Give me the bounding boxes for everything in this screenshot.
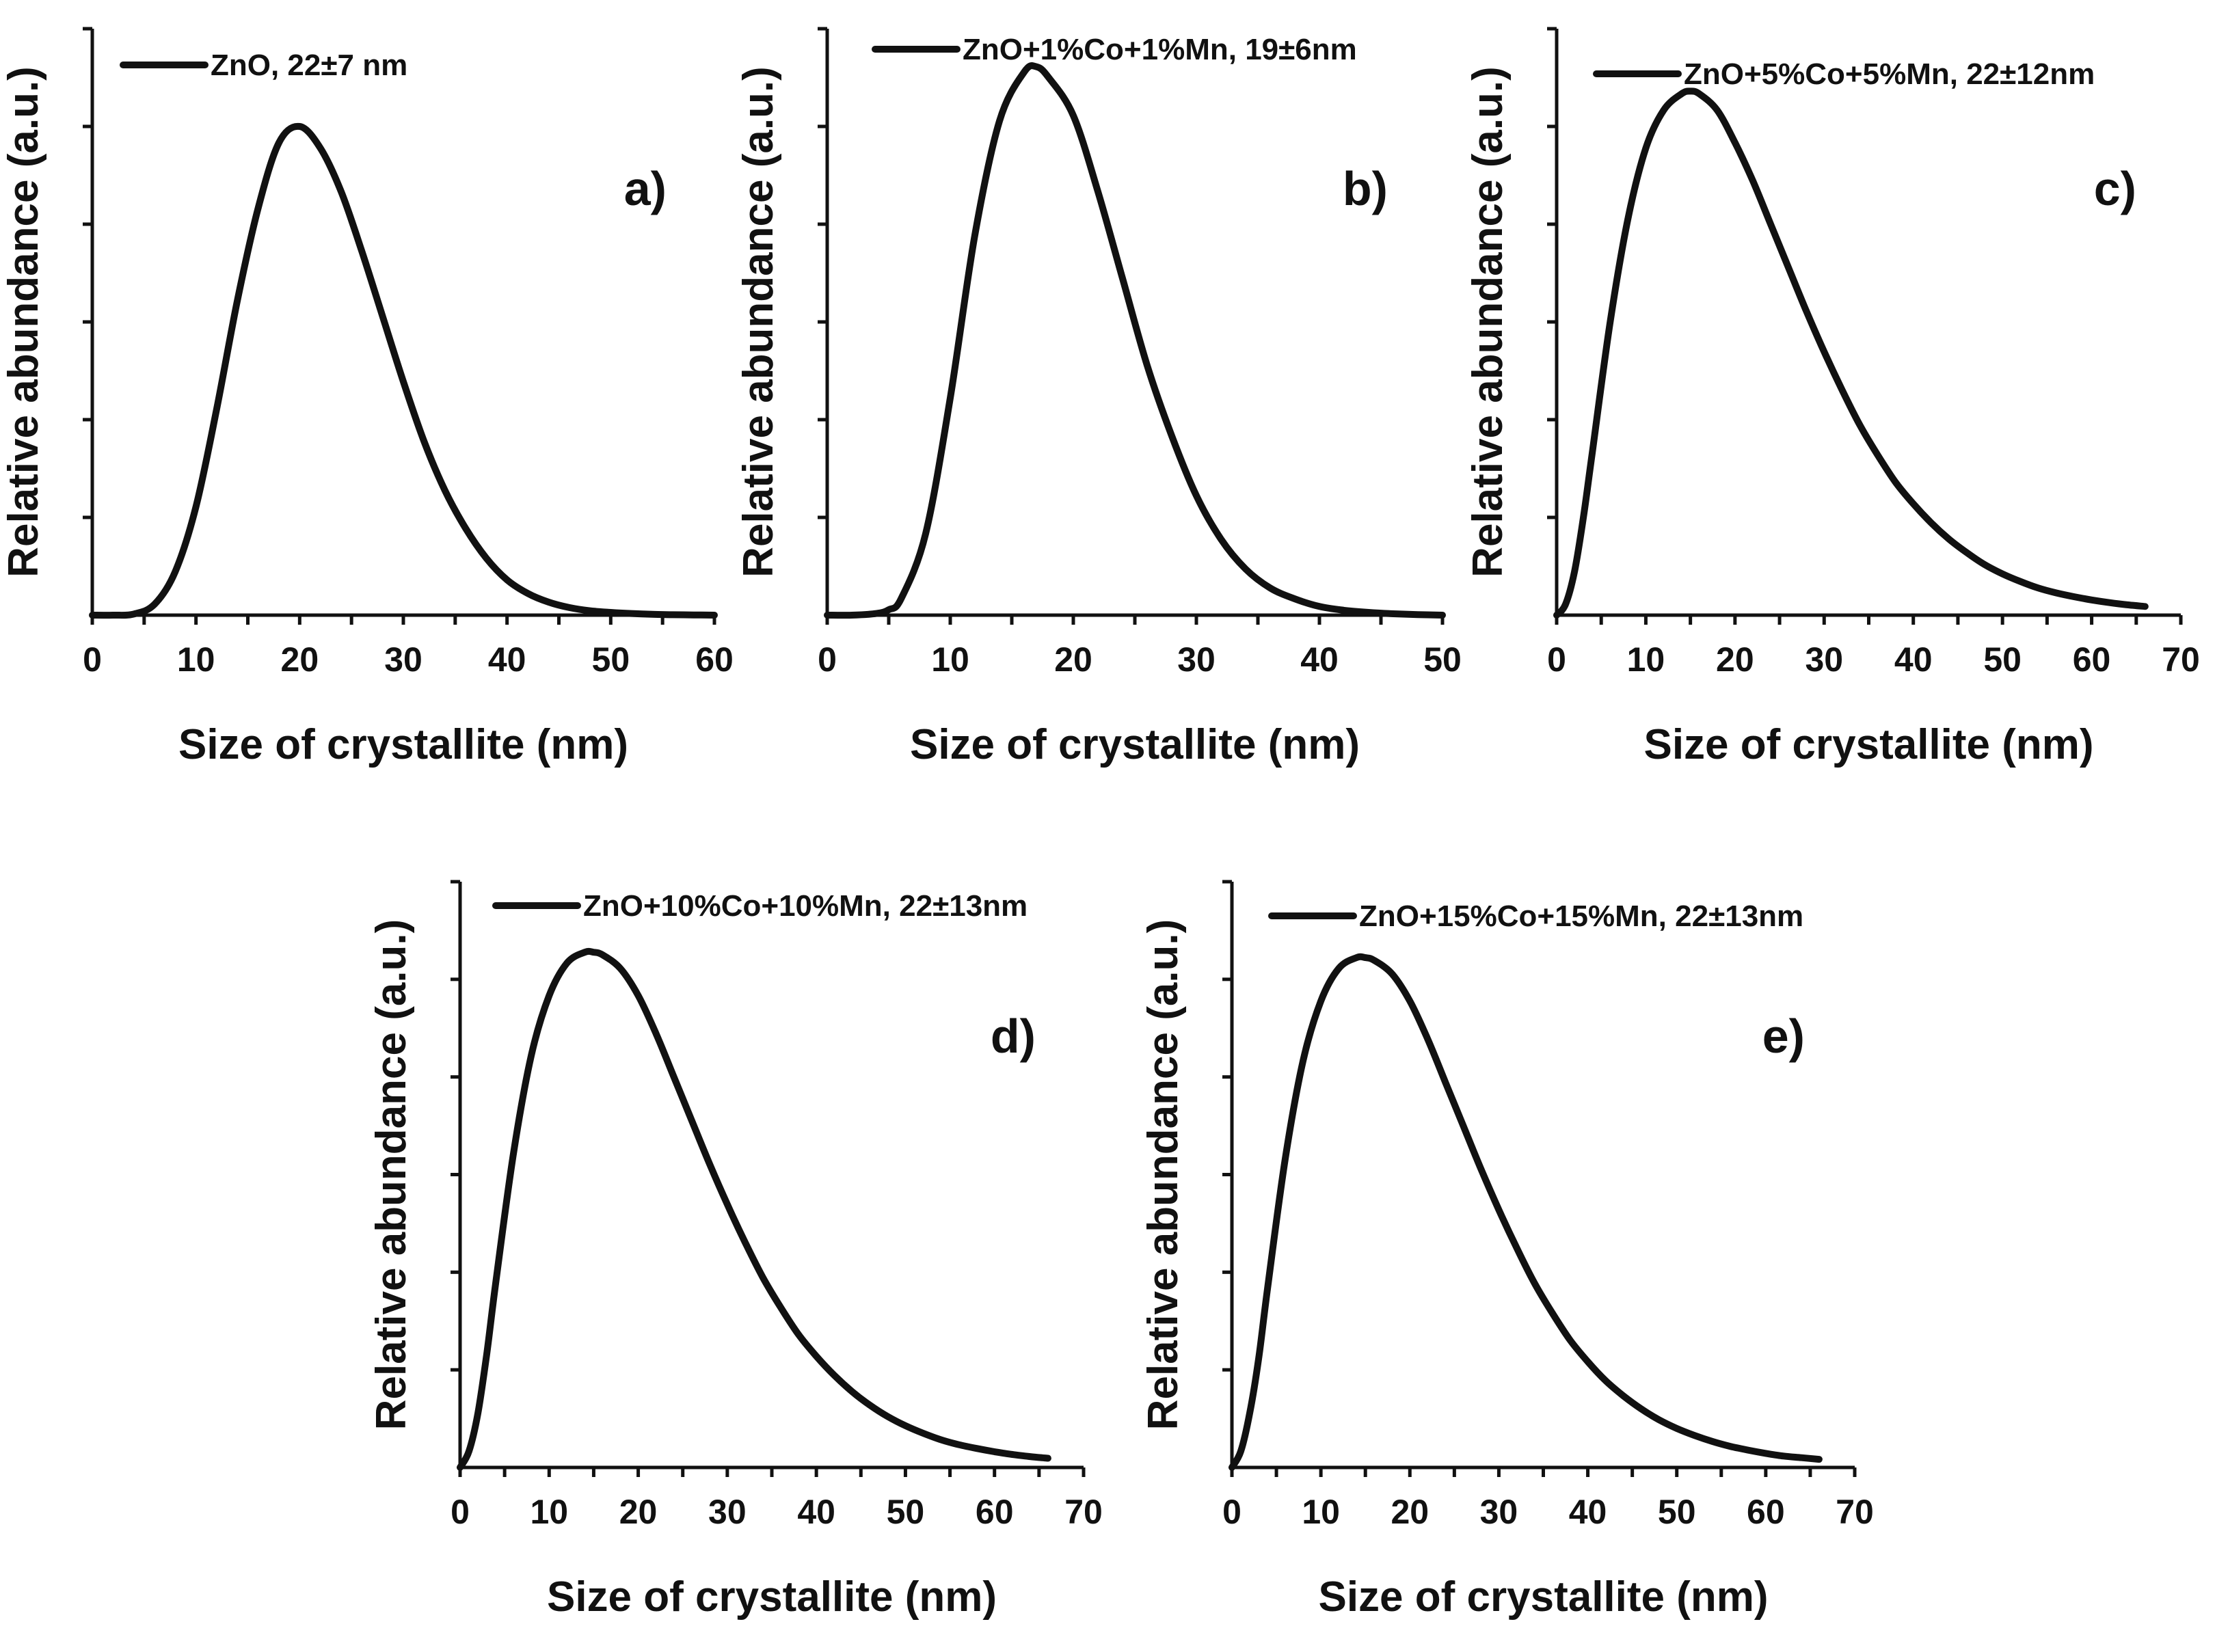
x-tick-label: 0 xyxy=(83,640,102,679)
x-tick-label: 10 xyxy=(1302,1493,1340,1531)
legend-label: ZnO+15%Co+15%Mn, 22±13nm xyxy=(1359,899,1803,933)
x-tick-label: 30 xyxy=(708,1493,747,1531)
x-tick-label: 0 xyxy=(1222,1493,1241,1531)
x-tick-label: 70 xyxy=(1064,1493,1103,1531)
x-tick-label: 40 xyxy=(1569,1493,1607,1531)
series-line xyxy=(89,122,718,619)
x-tick-label: 30 xyxy=(1805,640,1843,679)
y-axis-title: Relative abundance (a.u.) xyxy=(735,66,782,578)
x-axis-title: Size of crystallite (nm) xyxy=(910,721,1360,768)
x-tick-label: 60 xyxy=(1747,1493,1785,1531)
panel-tag: c) xyxy=(2094,162,2136,215)
y-axis-title: Relative abundance (a.u.) xyxy=(1140,919,1187,1431)
x-tick-label: 0 xyxy=(1547,640,1566,679)
chart-panel-5: 0 10 20 30 40 50 60 70 Size of crystallite (nm) R… xyxy=(1140,880,1874,1621)
x-tick-label: 10 xyxy=(931,640,969,679)
panel-tag: d) xyxy=(991,1010,1036,1063)
series-line xyxy=(457,947,1051,1471)
x-tick-label: 40 xyxy=(797,1493,835,1531)
series-line xyxy=(1229,953,1823,1471)
x-axis-title: Size of crystallite (nm) xyxy=(547,1573,997,1621)
x-tick-label: 50 xyxy=(1983,640,2022,679)
x-tick-label: 40 xyxy=(1300,640,1339,679)
x-tick-label: 0 xyxy=(451,1493,470,1531)
legend-label: ZnO+5%Co+5%Mn, 22±12nm xyxy=(1684,57,2095,91)
series-line xyxy=(824,62,1446,619)
x-axis-title: Size of crystallite (nm) xyxy=(178,721,628,768)
x-tick-label: 70 xyxy=(2162,640,2200,679)
x-tick-label: 10 xyxy=(1627,640,1665,679)
x-tick-label: 0 xyxy=(818,640,837,679)
x-tick-label: 60 xyxy=(695,640,734,679)
x-tick-label: 20 xyxy=(1391,1493,1429,1531)
y-axis-title: Relative abundance (a.u.) xyxy=(1464,66,1512,578)
x-tick-label: 30 xyxy=(384,640,422,679)
chart-panel-4: 0 10 20 30 40 50 60 70 Size of crystallite (nm) R… xyxy=(368,880,1103,1621)
x-tick-label: 40 xyxy=(1894,640,1933,679)
x-tick-label: 50 xyxy=(592,640,630,679)
legend-label: ZnO+1%Co+1%Mn, 19±6nm xyxy=(963,33,1357,66)
x-tick-label: 30 xyxy=(1480,1493,1518,1531)
x-tick-label: 50 xyxy=(1423,640,1462,679)
chart-panel-1: 0 10 20 30 40 50 60 Size of crystallite (nm) Rel… xyxy=(0,27,734,768)
x-axis-title: Size of crystallite (nm) xyxy=(1643,721,2093,768)
x-tick-label: 30 xyxy=(1177,640,1216,679)
x-tick-label: 60 xyxy=(2073,640,2111,679)
chart-panel-2: 0 10 20 30 40 50 Size of crystallite (nm) Relat… xyxy=(735,27,1462,768)
x-tick-label: 20 xyxy=(619,1493,658,1531)
x-tick-label: 40 xyxy=(488,640,526,679)
x-tick-label: 10 xyxy=(177,640,215,679)
x-tick-label: 20 xyxy=(1716,640,1754,679)
legend-label: ZnO+10%Co+10%Mn, 22±13nm xyxy=(583,889,1028,923)
x-tick-label: 60 xyxy=(976,1493,1014,1531)
y-axis-title: Relative abundance (a.u.) xyxy=(0,66,47,578)
x-tick-label: 10 xyxy=(530,1493,568,1531)
x-tick-label: 70 xyxy=(1836,1493,1874,1531)
panel-tag: b) xyxy=(1343,162,1388,215)
x-tick-label: 20 xyxy=(1054,640,1092,679)
x-tick-label: 20 xyxy=(281,640,319,679)
panel-tag: a) xyxy=(624,162,667,215)
series-line xyxy=(1553,87,2149,619)
panel-tag: e) xyxy=(1762,1010,1805,1063)
chart-panel-3: 0 10 20 30 40 50 60 70 Size of crystallite (nm) R… xyxy=(1464,27,2200,768)
x-tick-label: 50 xyxy=(887,1493,925,1531)
x-tick-label: 50 xyxy=(1658,1493,1696,1531)
x-axis-title: Size of crystallite (nm) xyxy=(1318,1573,1768,1621)
y-axis-title: Relative abundance (a.u.) xyxy=(368,919,415,1431)
legend-label: ZnO, 22±7 nm xyxy=(211,49,407,82)
